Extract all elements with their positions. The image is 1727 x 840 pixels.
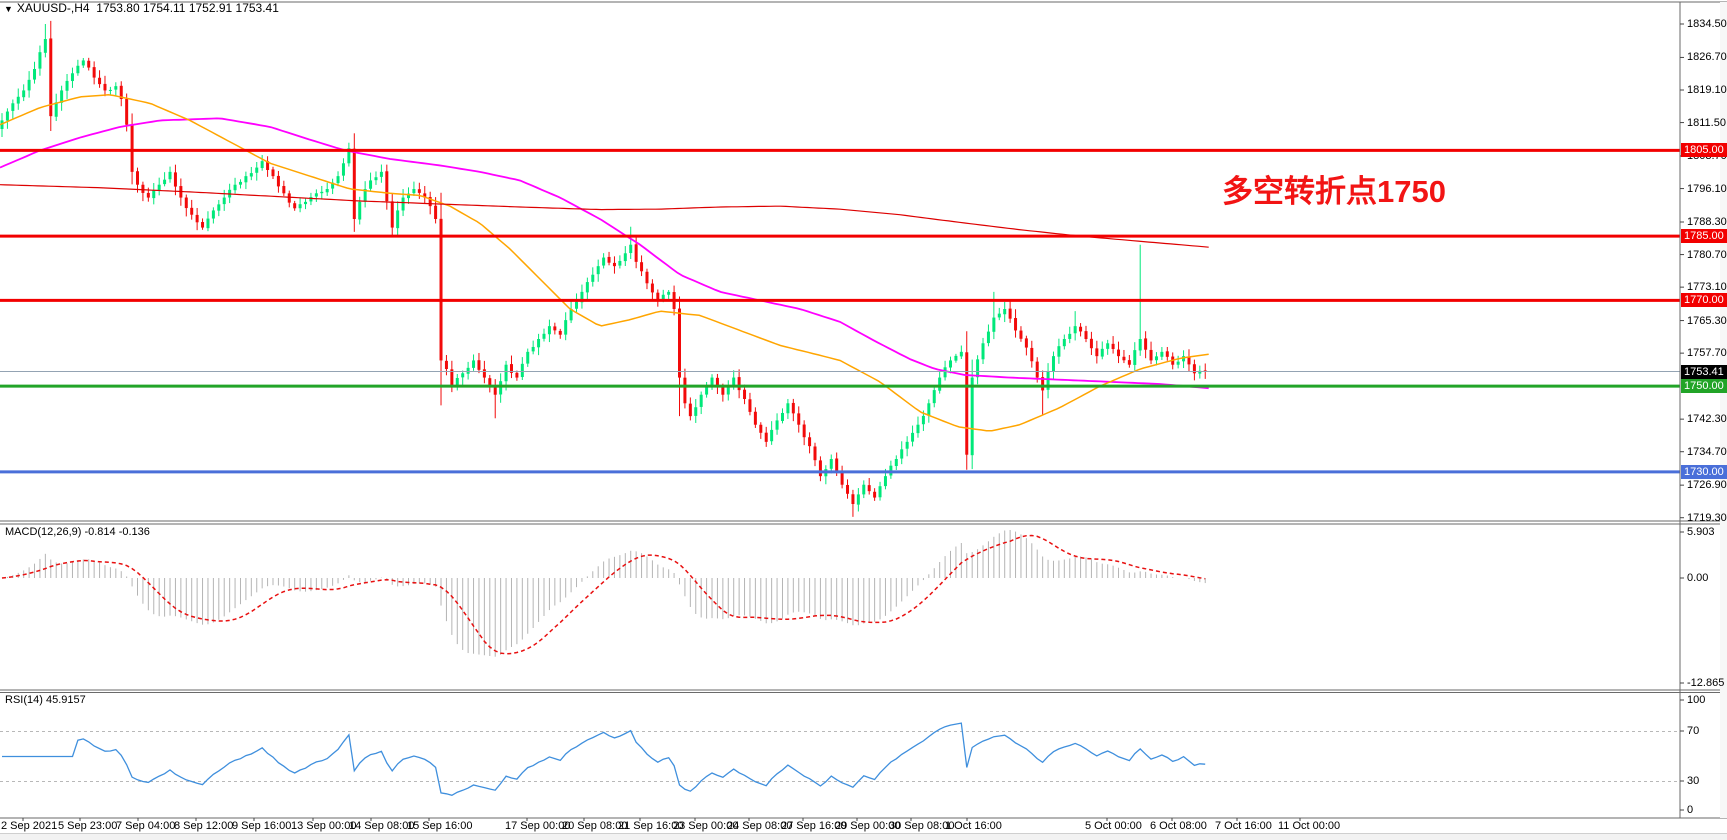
price-tick-label: 1788.30 bbox=[1687, 215, 1727, 228]
rsi-tick-label: 70 bbox=[1687, 725, 1700, 737]
macd-indicator-label: MACD(12,26,9) -0.814 -0.136 bbox=[5, 526, 150, 538]
price-tag-1770.00: 1770.00 bbox=[1681, 293, 1727, 308]
rsi-tick-label: 0 bbox=[1687, 804, 1694, 816]
time-tick-label: 6 Oct 08:00 bbox=[1150, 820, 1207, 832]
price-tick-label: 1757.70 bbox=[1687, 347, 1727, 360]
price-tick-label: 1780.70 bbox=[1687, 248, 1727, 261]
ohlc-values: 1753.80 1754.11 1752.91 1753.41 bbox=[96, 1, 279, 15]
price-tag-1805.00: 1805.00 bbox=[1681, 143, 1727, 158]
price-tick-label: 1719.30 bbox=[1687, 511, 1727, 524]
time-tick-label: 30 Sep 08:00 bbox=[889, 820, 955, 832]
time-tick-label: 7 Sep 04:00 bbox=[116, 820, 176, 832]
time-tick-label: 8 Sep 12:00 bbox=[174, 820, 234, 832]
time-tick-label: 20 Sep 08:00 bbox=[562, 820, 628, 832]
symbol-dropdown-icon[interactable]: ▼ bbox=[4, 4, 13, 14]
time-tick-label: 5 Sep 23:00 bbox=[58, 820, 118, 832]
price-tick-label: 1819.10 bbox=[1687, 83, 1727, 96]
annotation-text: 多空转折点1750 bbox=[1222, 174, 1446, 209]
price-tick-label: 1726.90 bbox=[1687, 479, 1727, 492]
price-tick-label: 1765.30 bbox=[1687, 314, 1727, 327]
price-tick-label: 1796.10 bbox=[1687, 182, 1727, 195]
price-tick-label: 1826.70 bbox=[1687, 51, 1727, 64]
time-tick-label: 27 Sep 16:00 bbox=[781, 820, 847, 832]
time-tick-label: 15 Sep 16:00 bbox=[407, 820, 473, 832]
time-tick-label: 23 Sep 00:00 bbox=[673, 820, 739, 832]
price-tag-1785.00: 1785.00 bbox=[1681, 229, 1727, 244]
chart-header: ▼ XAUUSD-,H4 1753.80 1754.11 1752.91 1753… bbox=[4, 1, 279, 15]
rsi-indicator-label: RSI(14) 45.9157 bbox=[5, 694, 86, 706]
time-tick-label: 13 Sep 00:00 bbox=[291, 820, 357, 832]
price-tick-label: 1834.50 bbox=[1687, 18, 1727, 30]
symbol-period-label: XAUUSD-,H4 bbox=[16, 1, 90, 15]
price-tick-label: 1811.50 bbox=[1687, 116, 1726, 129]
time-tick-label: 11 Oct 00:00 bbox=[1278, 820, 1341, 832]
time-tick-label: 21 Sep 16:00 bbox=[618, 820, 684, 832]
rsi-tick-label: 30 bbox=[1687, 775, 1700, 787]
price-tag-1750.00: 1750.00 bbox=[1681, 379, 1727, 394]
macd-tick-label: -12.865 bbox=[1687, 677, 1725, 689]
time-tick-label: 24 Sep 08:00 bbox=[727, 820, 793, 832]
time-tick-label: 7 Oct 16:00 bbox=[1215, 820, 1272, 832]
time-tick-label: 17 Sep 00:00 bbox=[505, 820, 571, 832]
price-tick-label: 1742.30 bbox=[1687, 413, 1727, 426]
macd-tick-label: 5.903 bbox=[1687, 526, 1715, 538]
time-tick-label: 2 Sep 2021 bbox=[1, 820, 58, 832]
price-tick-label: 1734.70 bbox=[1687, 445, 1727, 458]
time-tick-label: 9 Sep 16:00 bbox=[232, 820, 292, 832]
price-tag-1730.00: 1730.00 bbox=[1681, 464, 1727, 479]
macd-tick-label: 0.00 bbox=[1687, 572, 1709, 584]
time-tick-label: 5 Oct 00:00 bbox=[1085, 820, 1142, 832]
time-tick-label: 14 Sep 08:00 bbox=[349, 820, 415, 832]
rsi-tick-label: 100 bbox=[1687, 694, 1706, 706]
time-tick-label: 29 Sep 00:00 bbox=[835, 820, 901, 832]
time-tick-label: 1 Oct 16:00 bbox=[945, 820, 1002, 832]
price-tick-label: 1773.10 bbox=[1687, 281, 1727, 294]
price-tag-1753.41: 1753.41 bbox=[1681, 364, 1727, 379]
